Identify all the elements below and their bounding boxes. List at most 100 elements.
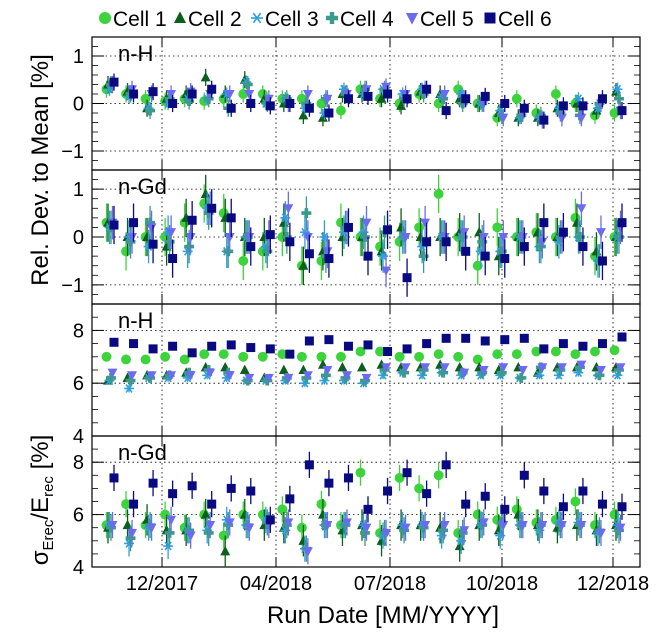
data-point <box>337 361 348 372</box>
data-point <box>121 499 131 510</box>
legend-marker-2 <box>173 11 187 23</box>
series-5 <box>107 360 626 384</box>
data-point <box>576 521 587 531</box>
data-point <box>148 239 158 249</box>
data-point <box>265 230 275 240</box>
data-point <box>207 84 217 94</box>
data-point <box>238 255 249 266</box>
data-point <box>517 521 528 531</box>
data-point <box>570 349 581 360</box>
data-point <box>400 363 411 373</box>
data-point <box>301 372 312 383</box>
x-tick-label: 10/2018 <box>466 573 538 595</box>
data-point <box>146 523 157 534</box>
y-tick-label: 4 <box>73 426 84 448</box>
data-point <box>203 208 214 219</box>
data-point <box>285 494 295 504</box>
data-point <box>516 372 527 383</box>
data-point <box>539 115 549 125</box>
data-point <box>148 87 158 97</box>
y-tick-label: 8 <box>73 452 84 474</box>
data-point <box>168 99 178 108</box>
data-point <box>121 354 131 365</box>
data-point <box>343 341 353 351</box>
data-point <box>383 225 393 235</box>
data-point <box>500 504 510 514</box>
data-point <box>203 93 214 104</box>
legend-label-3: Cell 3 <box>265 8 319 31</box>
data-point <box>558 502 568 512</box>
data-point <box>402 94 412 104</box>
data-point <box>185 371 196 381</box>
data-point <box>414 351 425 362</box>
data-point <box>478 232 489 243</box>
data-point <box>168 254 178 264</box>
data-point <box>498 232 509 243</box>
data-point <box>285 349 295 359</box>
data-point <box>609 108 620 118</box>
data-point <box>281 520 292 531</box>
x-tick-label: 07/2018 <box>354 573 426 595</box>
data-point <box>617 332 627 342</box>
legend-marker-3 <box>250 12 264 24</box>
data-point <box>480 336 490 346</box>
data-point <box>281 232 292 242</box>
data-point <box>539 218 549 228</box>
data-point <box>457 232 468 242</box>
data-point <box>224 371 235 381</box>
data-point <box>492 222 503 233</box>
data-point <box>224 232 235 243</box>
data-point <box>226 483 236 493</box>
data-point <box>355 346 366 357</box>
y-tick-label: −1 <box>61 141 84 163</box>
legend-label-5: Cell 5 <box>420 8 474 31</box>
legend-item-4: Cell 4 <box>325 8 394 31</box>
legend-item-6: Cell 6 <box>484 8 552 31</box>
data-point <box>383 347 393 357</box>
data-point <box>145 105 156 116</box>
data-point <box>324 335 334 345</box>
data-point <box>363 504 373 514</box>
series-4 <box>106 509 624 562</box>
data-point <box>160 351 171 362</box>
data-point <box>400 523 411 534</box>
data-point <box>246 486 256 496</box>
data-point <box>168 341 178 351</box>
data-point <box>433 188 444 199</box>
data-point <box>125 533 136 544</box>
data-point <box>420 521 431 531</box>
data-point <box>433 349 444 360</box>
data-point <box>361 523 372 534</box>
data-point <box>597 499 607 509</box>
data-point <box>550 89 561 99</box>
data-point <box>399 367 410 378</box>
data-point <box>224 89 235 100</box>
legend-marker-6 <box>484 12 496 24</box>
legend-item-5: Cell 5 <box>405 8 474 31</box>
data-point <box>239 364 250 375</box>
data-point <box>596 365 606 376</box>
data-point <box>574 232 585 242</box>
data-point <box>320 370 331 381</box>
data-point <box>223 520 234 531</box>
data-point <box>496 367 507 378</box>
data-point <box>200 71 211 82</box>
data-point <box>316 499 327 510</box>
data-point <box>441 460 451 470</box>
data-point <box>124 384 134 393</box>
panel-tag: n-Gd <box>118 440 167 465</box>
data-point <box>459 368 470 379</box>
data-point <box>534 370 545 380</box>
data-point <box>381 82 391 93</box>
series-6 <box>109 451 627 533</box>
data-point <box>459 228 470 238</box>
data-point <box>238 351 249 362</box>
data-point <box>140 93 151 104</box>
data-point <box>539 344 549 354</box>
data-point <box>187 481 197 491</box>
data-point <box>477 367 488 378</box>
data-point <box>263 373 274 384</box>
data-point <box>184 241 195 252</box>
data-point <box>498 521 509 531</box>
data-point <box>517 365 528 376</box>
